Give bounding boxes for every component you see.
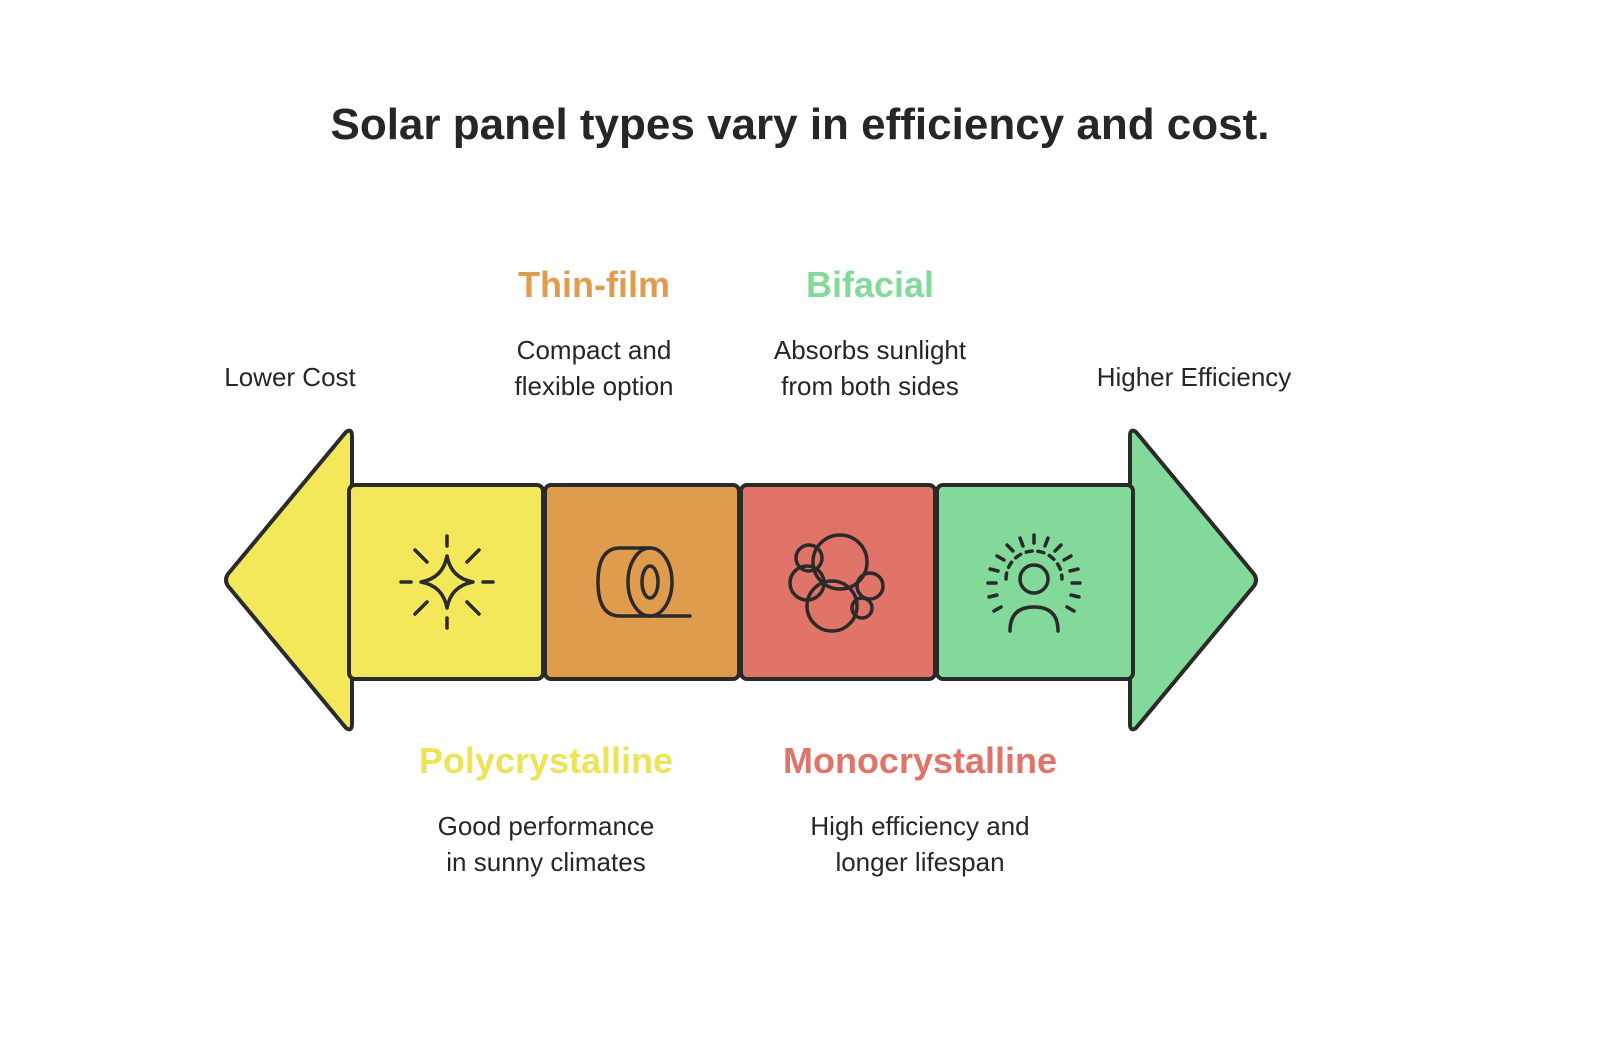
radiant-person-icon bbox=[986, 533, 1082, 633]
bifacial-segment bbox=[935, 483, 1135, 681]
polycrystalline-description: Good performance in sunny climates bbox=[366, 808, 726, 880]
bifacial-description: Absorbs sunlight from both sides bbox=[690, 332, 1050, 404]
film-roll-icon bbox=[596, 546, 692, 618]
right-end-label: Higher Efficiency bbox=[1096, 362, 1292, 392]
left-end-label: Lower Cost bbox=[224, 362, 356, 392]
monocrystalline-description-line2: longer lifespan bbox=[835, 847, 1005, 877]
bifacial-description-line2: from both sides bbox=[781, 371, 959, 401]
monocrystalline-description: High efficiency and longer lifespan bbox=[740, 808, 1100, 880]
bifacial-title: Bifacial bbox=[805, 264, 935, 305]
polycrystalline-title: Polycrystalline bbox=[418, 740, 674, 781]
polycrystalline-description-line2: in sunny climates bbox=[446, 847, 646, 877]
thin-film-description-line2: flexible option bbox=[514, 371, 674, 401]
bifacial-description-line1: Absorbs sunlight bbox=[773, 335, 967, 365]
polycrystalline-description-line1: Good performance bbox=[437, 811, 655, 841]
monocrystalline-title: Monocrystalline bbox=[782, 740, 1058, 781]
polycrystalline-segment bbox=[347, 483, 545, 681]
cell-cluster-icon bbox=[788, 533, 885, 633]
left-arrow-head bbox=[224, 428, 354, 732]
diagram-title: Solar panel types vary in efficiency and… bbox=[330, 100, 1270, 149]
thin-film-description: Compact and flexible option bbox=[414, 332, 774, 404]
thin-film-title: Thin-film bbox=[518, 264, 670, 305]
monocrystalline-description-line1: High efficiency and bbox=[810, 811, 1030, 841]
right-arrow-head bbox=[1128, 428, 1258, 732]
sparkle-icon bbox=[399, 534, 495, 630]
thin-film-description-line1: Compact and bbox=[516, 335, 672, 365]
